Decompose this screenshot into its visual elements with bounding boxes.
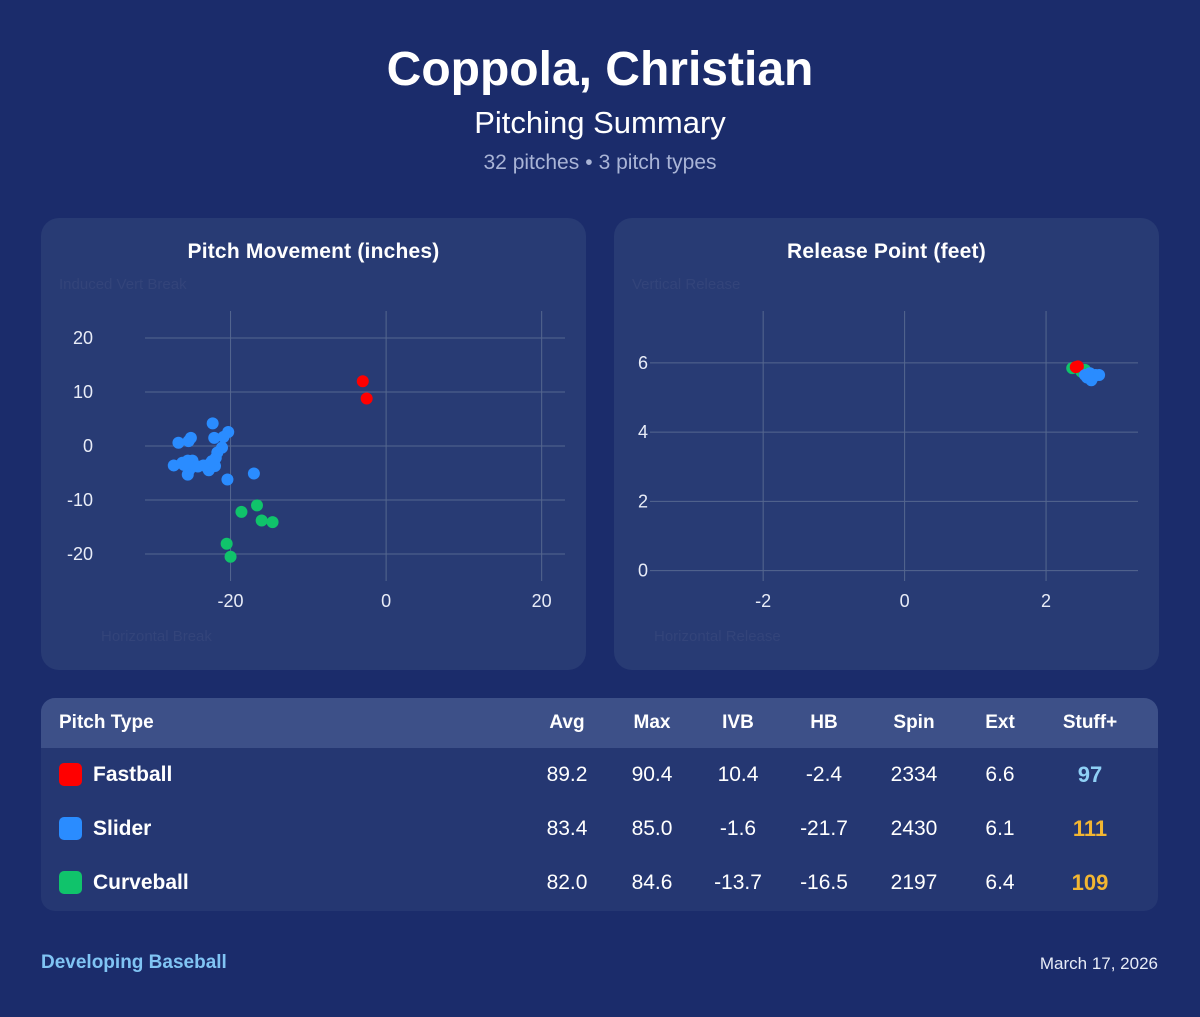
curveball-point — [251, 499, 263, 512]
y-tick-label: 0 — [83, 436, 93, 456]
slider-swatch — [59, 817, 82, 840]
pitch-name: Curveball — [93, 871, 189, 894]
header-spin: Spin — [893, 712, 935, 733]
spin-value: 2197 — [890, 871, 938, 894]
slider-point — [208, 431, 221, 444]
ext-value: 6.4 — [985, 871, 1015, 894]
ivb-value: -13.7 — [714, 871, 762, 894]
y-tick-label: 2 — [638, 491, 648, 511]
header-hb: HB — [810, 712, 838, 733]
curveball-point — [224, 550, 237, 563]
fastball-point — [1069, 361, 1082, 374]
pitch-name: Slider — [93, 817, 152, 840]
avg-velocity: 89.2 — [546, 763, 588, 786]
stuff-plus-value: 97 — [1077, 762, 1103, 787]
slider-point — [177, 458, 190, 471]
report-date: March 17, 2026 — [1039, 954, 1158, 973]
movement-x-axis-label: Horizontal Break — [101, 628, 212, 645]
x-tick-label: 20 — [532, 591, 552, 611]
slider-point — [1081, 371, 1094, 384]
ivb-value: 10.4 — [717, 763, 759, 786]
spin-value: 2430 — [890, 817, 938, 840]
slider-point — [181, 468, 194, 481]
y-tick-label: -10 — [67, 490, 93, 510]
y-tick-label: 10 — [73, 382, 93, 402]
table-header-row: Pitch Type Avg Max IVB HB Spin Ext Stuff… — [41, 698, 1158, 748]
x-tick-label: 0 — [381, 591, 391, 611]
y-tick-label: 4 — [638, 422, 648, 442]
brand-link[interactable]: Developing Baseball — [41, 952, 227, 973]
slider-point — [221, 473, 234, 486]
header-ivb: IVB — [722, 712, 754, 733]
header-avg: Avg — [549, 712, 585, 733]
slider-point — [1093, 369, 1106, 382]
table-row: Slider 83.4 85.0 -1.6 -21.7 2430 6.1 111 — [41, 802, 1158, 856]
header-ext: Ext — [985, 712, 1015, 733]
fastball-swatch — [59, 763, 82, 786]
movement-chart-title: Pitch Movement (inches) — [187, 240, 440, 263]
slider-point — [167, 459, 180, 472]
x-tick-label: -2 — [755, 591, 771, 611]
release-chart-panel: Release Point (feet) Vertical Release Ho… — [614, 218, 1159, 670]
pitch-metrics-table: Pitch Type Avg Max IVB HB Spin Ext Stuff… — [41, 698, 1158, 911]
table-row: Fastball 89.2 90.4 10.4 -2.4 2334 6.6 97 — [41, 748, 1158, 802]
meta-separator: • — [585, 151, 593, 174]
max-velocity: 84.6 — [631, 871, 673, 894]
max-velocity: 90.4 — [631, 763, 673, 786]
fastball-point — [356, 375, 369, 388]
y-tick-label: -20 — [67, 544, 93, 564]
x-tick-label: -20 — [218, 591, 244, 611]
curveball-point — [235, 505, 248, 518]
slider-point — [182, 435, 195, 448]
player-name: Coppola, Christian — [386, 43, 814, 96]
y-tick-label: 0 — [638, 561, 648, 581]
hb-value: -2.4 — [805, 763, 843, 786]
pitch-count: 32 pitches — [483, 151, 580, 174]
slider-point — [205, 455, 218, 468]
hb-value: -16.5 — [800, 871, 848, 894]
report-subtitle: Pitching Summary — [474, 105, 726, 140]
slider-point — [191, 460, 204, 473]
spin-value: 2334 — [890, 763, 938, 786]
curveball-point — [220, 537, 233, 550]
release-x-axis-label: Horizontal Release — [654, 628, 781, 645]
ext-value: 6.6 — [985, 763, 1015, 786]
header-max: Max — [633, 712, 671, 733]
avg-velocity: 82.0 — [546, 871, 588, 894]
movement-chart-panel: Pitch Movement (inches) Induced Vert Bre… — [41, 218, 586, 670]
release-scatter-plot: -2 0 2 0 2 4 6 — [638, 311, 1138, 611]
hb-value: -21.7 — [800, 817, 848, 840]
table-row: Curveball 82.0 84.6 -13.7 -16.5 2197 6.4… — [41, 856, 1158, 910]
slider-point — [172, 436, 185, 449]
stuff-plus-value: 111 — [1072, 816, 1108, 841]
header-pitch-type: Pitch Type — [59, 712, 154, 733]
release-y-axis-label: Vertical Release — [632, 276, 741, 293]
x-tick-label: 2 — [1041, 591, 1051, 611]
header-stuff-plus: Stuff+ — [1062, 712, 1118, 733]
max-velocity: 85.0 — [631, 817, 673, 840]
pitch-name: Fastball — [93, 763, 173, 786]
avg-velocity: 83.4 — [546, 817, 588, 840]
fastball-point — [360, 392, 373, 405]
ivb-value: -1.6 — [719, 817, 757, 840]
slider-point — [247, 467, 260, 480]
report-header: Coppola, Christian Pitching Summary 32 p… — [0, 40, 1200, 180]
movement-y-axis-label: Induced Vert Break — [59, 276, 187, 293]
pitch-summary-meta: 32 pitches • 3 pitch types — [0, 146, 1200, 180]
x-tick-label: 0 — [900, 591, 910, 611]
release-chart-title: Release Point (feet) — [787, 240, 986, 263]
stuff-plus-value: 109 — [1071, 870, 1109, 895]
pitch-type-count: 3 pitch types — [598, 151, 717, 174]
curveball-swatch — [59, 871, 82, 894]
y-tick-label: 20 — [73, 328, 93, 348]
ext-value: 6.1 — [985, 817, 1015, 840]
curveball-point — [266, 516, 279, 529]
movement-scatter-plot: -20 0 20 -20 -10 0 10 20 — [67, 311, 565, 611]
slider-point — [206, 417, 219, 430]
slider-point — [217, 430, 230, 443]
y-tick-label: 6 — [638, 353, 648, 373]
curveball-point — [255, 514, 268, 527]
